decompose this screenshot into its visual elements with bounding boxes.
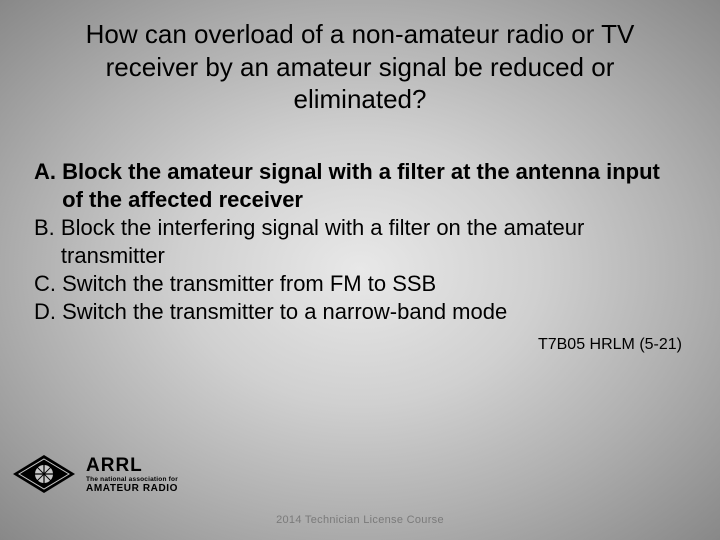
answers-block: A. Block the amateur signal with a filte… [34, 158, 686, 327]
logo-text: ARRL The national association for AMATEU… [86, 456, 178, 494]
answer-letter: C. [34, 270, 62, 298]
logo-arrl-text: ARRL [86, 456, 178, 475]
answer-text: Block the interfering signal with a filt… [61, 214, 686, 270]
answer-option-b: B. Block the interfering signal with a f… [34, 214, 686, 270]
footer-text: 2014 Technician License Course [0, 514, 720, 526]
answer-option-d: D. Switch the transmitter to a narrow-ba… [34, 298, 686, 326]
answer-text: Block the amateur signal with a filter a… [62, 158, 686, 214]
question-title: How can overload of a non-amateur radio … [34, 18, 686, 116]
logo-subtitle-2: AMATEUR RADIO [86, 484, 178, 494]
answer-letter: B. [34, 214, 61, 270]
answer-letter: A. [34, 158, 62, 214]
reference-code: T7B05 HRLM (5-21) [34, 336, 686, 354]
arrl-logo: ARRL The national association for AMATEU… [12, 454, 178, 494]
answer-letter: D. [34, 298, 62, 326]
logo-diamond-icon [12, 454, 76, 494]
answer-text: Switch the transmitter to a narrow-band … [62, 298, 686, 326]
answer-option-a: A. Block the amateur signal with a filte… [34, 158, 686, 214]
slide-container: How can overload of a non-amateur radio … [0, 0, 720, 540]
answer-text: Switch the transmitter from FM to SSB [62, 270, 686, 298]
answer-option-c: C. Switch the transmitter from FM to SSB [34, 270, 686, 298]
